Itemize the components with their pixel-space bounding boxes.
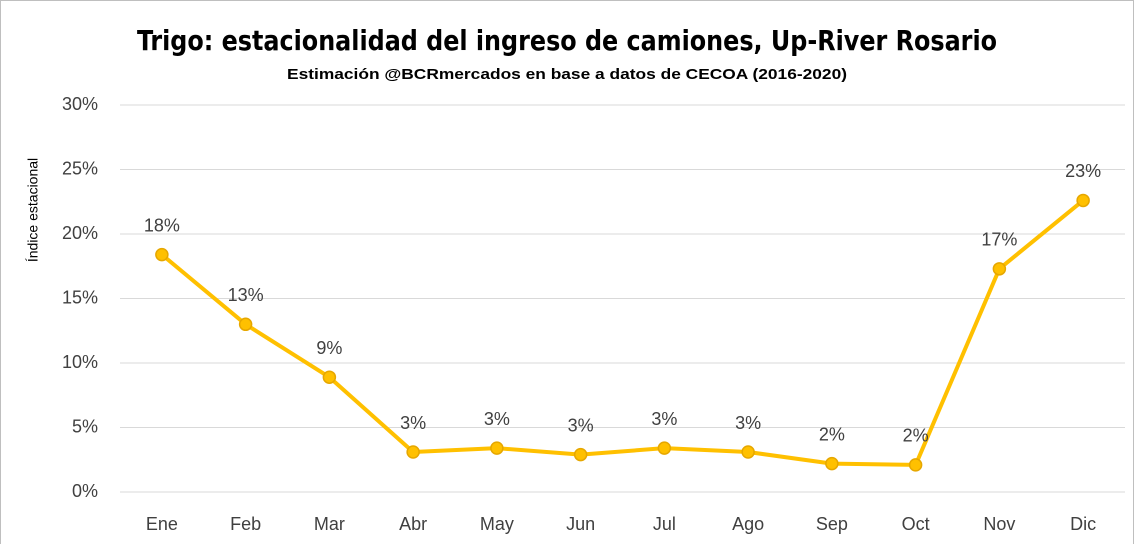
data-point xyxy=(825,456,839,471)
y-tick-label: 10% xyxy=(62,352,98,372)
data-label: 17% xyxy=(981,230,1017,250)
x-tick-label: Ene xyxy=(146,514,178,534)
data-point xyxy=(490,441,504,455)
x-tick-label: Mar xyxy=(314,514,345,534)
data-label: 2% xyxy=(903,426,929,446)
chart-subtitle: Estimación @BCRmercados en base a datos … xyxy=(287,66,847,83)
data-label: 3% xyxy=(484,409,510,429)
y-axis-label: Índice estacional xyxy=(25,158,41,262)
y-tick-label: 15% xyxy=(62,287,98,307)
data-label: 9% xyxy=(316,338,342,358)
data-point xyxy=(908,458,923,472)
data-label: 18% xyxy=(144,215,180,235)
y-tick-label: 0% xyxy=(72,481,98,501)
data-label: 2% xyxy=(819,424,845,444)
chart-title: Trigo: estacionalidad del ingreso de cam… xyxy=(137,24,997,57)
y-tick-label: 30% xyxy=(62,94,98,114)
y-tick-label: 20% xyxy=(62,223,98,243)
y-tick-label: 5% xyxy=(72,416,98,436)
x-tick-label: Feb xyxy=(230,514,261,534)
data-point xyxy=(741,445,755,459)
series-line xyxy=(160,198,1085,467)
data-point xyxy=(657,441,672,455)
x-tick-label: Dic xyxy=(1070,514,1096,534)
x-tick-label: Oct xyxy=(902,514,930,534)
data-point xyxy=(322,370,337,384)
data-label: 3% xyxy=(400,413,426,433)
data-point xyxy=(1076,193,1090,208)
data-label: 23% xyxy=(1065,161,1101,181)
data-point xyxy=(573,447,588,462)
y-tick-label: 25% xyxy=(62,158,98,178)
data-label: 3% xyxy=(651,409,677,429)
data-point xyxy=(155,247,169,262)
x-tick-label: Nov xyxy=(983,514,1015,534)
data-label: 3% xyxy=(735,413,761,433)
data-point xyxy=(406,445,420,459)
x-tick-label: Jun xyxy=(566,514,595,534)
x-tick-label: Jul xyxy=(653,514,676,534)
x-tick-label: May xyxy=(480,514,514,534)
data-point xyxy=(238,317,253,332)
data-label: 13% xyxy=(228,285,264,305)
data-point xyxy=(992,262,1007,276)
x-tick-label: Sep xyxy=(816,514,848,534)
x-tick-label: Ago xyxy=(732,514,764,534)
data-label: 3% xyxy=(568,415,594,435)
x-tick-label: Abr xyxy=(399,514,427,534)
